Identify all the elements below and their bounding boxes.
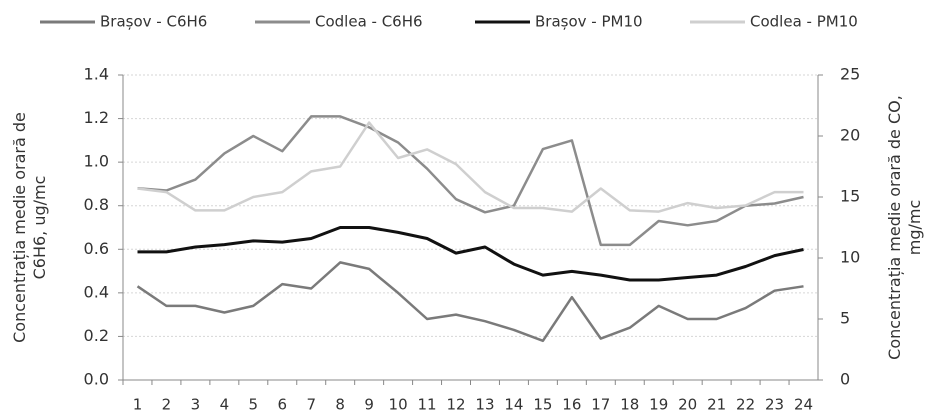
y2-tick-label: 20 [840, 126, 860, 145]
x-tick-label: 11 [418, 396, 437, 414]
y-tick-label: 0.2 [84, 326, 109, 345]
x-tick-label: 1 [133, 396, 143, 414]
y-axis-label-line: Concentrația medie orară de [10, 112, 29, 343]
x-tick-label: 21 [707, 396, 726, 414]
x-tick-label: 4 [220, 396, 230, 414]
x-tick-label: 24 [794, 396, 813, 414]
y-tick-label: 1.0 [84, 152, 109, 171]
y2-axis-label-line: Concentrația medie orară de CO, [885, 95, 904, 360]
y-tick-label: 0.6 [84, 239, 109, 258]
x-tick-label: 9 [364, 396, 374, 414]
x-tick-label: 2 [162, 396, 172, 414]
x-tick-label: 14 [504, 396, 523, 414]
y-axis-label-line: C6H6, ug/mc [30, 176, 49, 280]
x-tick-label: 12 [446, 396, 465, 414]
x-tick-label: 20 [678, 396, 697, 414]
x-tick-label: 10 [389, 396, 408, 414]
series-line [137, 115, 804, 247]
y2-axis-label-line: mg/mc [905, 200, 924, 256]
x-tick-label: 6 [277, 396, 287, 414]
x-tick-label: 13 [475, 396, 494, 414]
y-tick-label: 0.0 [84, 370, 109, 389]
y2-tick-label: 5 [840, 309, 850, 328]
x-tick-label: 8 [335, 396, 345, 414]
x-tick-label: 18 [620, 396, 639, 414]
series-line [137, 226, 804, 282]
y-tick-label: 0.4 [84, 282, 109, 301]
x-tick-label: 17 [591, 396, 610, 414]
x-tick-label: 7 [306, 396, 316, 414]
y2-tick-label: 25 [840, 65, 860, 84]
x-tick-label: 5 [249, 396, 259, 414]
series-line [137, 121, 804, 213]
x-tick-label: 19 [649, 396, 668, 414]
y-tick-label: 0.8 [84, 195, 109, 214]
y-axis-label: Concentrația medie orară deC6H6, ug/mc [10, 112, 49, 343]
y-tick-label: 1.2 [84, 108, 109, 127]
legend-label: Brașov - PM10 [535, 13, 643, 31]
legend-label: Brașov - C6H6 [100, 13, 207, 31]
y2-tick-label: 10 [840, 248, 860, 267]
y-tick-label: 1.4 [84, 65, 109, 84]
y2-tick-label: 15 [840, 187, 860, 206]
legend-label: Codlea - PM10 [750, 13, 858, 31]
y2-axis-label: Concentrația medie orară de CO,mg/mc [885, 95, 924, 360]
x-tick-label: 15 [533, 396, 552, 414]
x-tick-label: 22 [736, 396, 755, 414]
legend-label: Codlea - C6H6 [315, 13, 423, 31]
x-tick-label: 16 [562, 396, 581, 414]
series-line [136, 261, 804, 343]
x-tick-label: 23 [765, 396, 784, 414]
x-tick-label: 3 [191, 396, 201, 414]
y2-tick-label: 0 [840, 370, 850, 389]
